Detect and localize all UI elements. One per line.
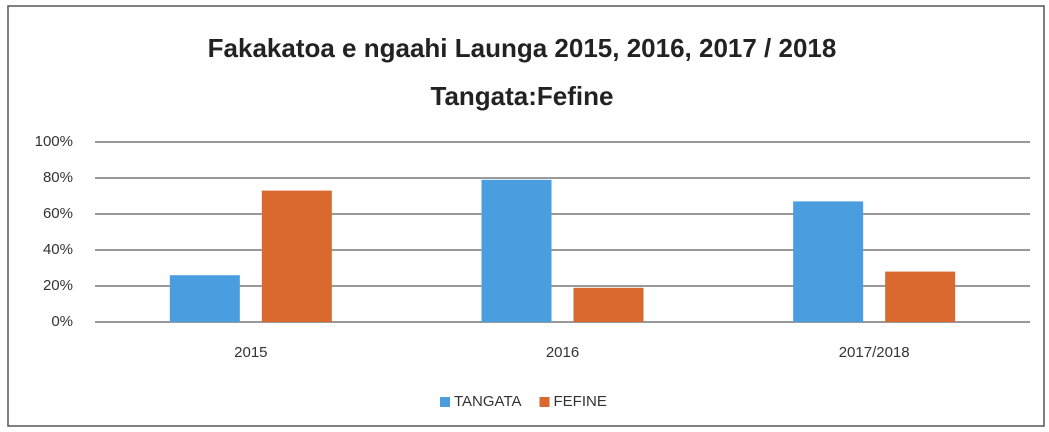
y-tick-label: 40% — [43, 241, 73, 258]
chart-subtitle: Tangata:Fefine — [431, 81, 614, 111]
y-tick-label: 20% — [43, 277, 73, 294]
bar — [261, 190, 332, 322]
y-tick-label: 80% — [43, 169, 73, 186]
legend-swatch — [539, 397, 550, 407]
y-tick-label: 100% — [35, 133, 73, 150]
x-tick-label: 2015 — [234, 344, 267, 361]
x-tick-label: 2017/2018 — [839, 344, 910, 361]
bar — [481, 179, 552, 322]
legend-swatch — [440, 397, 450, 407]
legend-label: TANGATA — [454, 393, 522, 410]
bar — [169, 275, 240, 322]
x-tick-label: 2016 — [546, 344, 579, 361]
y-tick-label: 0% — [51, 313, 73, 330]
y-tick-label: 60% — [43, 205, 73, 222]
bar — [793, 201, 864, 322]
bar — [573, 287, 644, 322]
legend-label: FEFINE — [554, 393, 607, 410]
bar — [885, 271, 956, 322]
chart-title: Fakakatoa e ngaahi Launga 2015, 2016, 20… — [208, 33, 837, 63]
